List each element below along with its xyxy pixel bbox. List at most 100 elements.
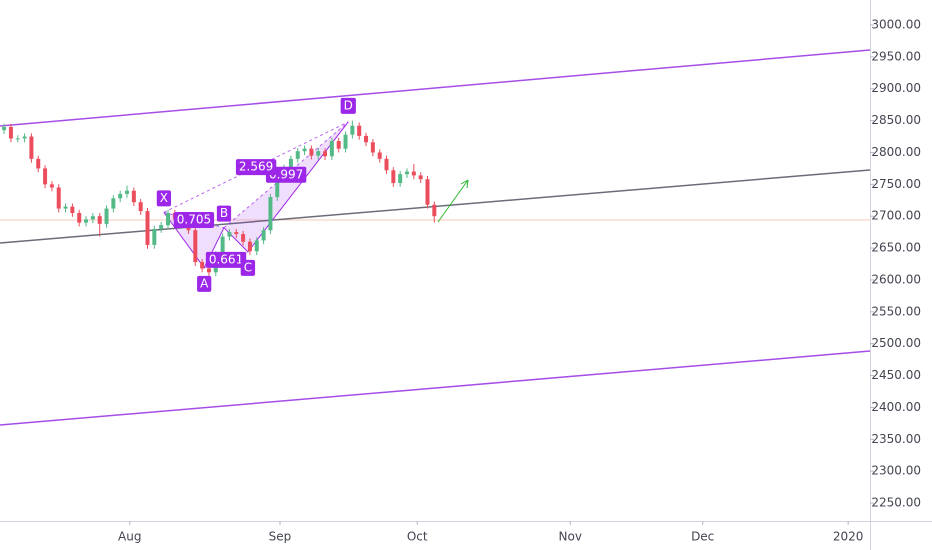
point-label: B [216, 205, 232, 222]
candle-body [329, 140, 334, 157]
candle-body [43, 168, 48, 185]
point-label-text: A [200, 276, 209, 290]
y-tick-label: 2700.00 [871, 209, 921, 223]
candle-body [145, 211, 150, 245]
candle-body [323, 151, 328, 157]
candle-body [84, 219, 89, 223]
y-tick-label: 2950.00 [871, 49, 921, 63]
trend-line [0, 350, 871, 426]
x-tick-label: 2020 [833, 530, 864, 544]
candle-body [377, 152, 382, 159]
candle-body [165, 213, 170, 226]
candle-body [22, 136, 27, 139]
candle-body [391, 170, 396, 184]
point-label-box [156, 190, 172, 207]
candle-body [200, 262, 205, 269]
point-label-box [216, 205, 232, 222]
candle-body [159, 225, 164, 229]
candle-body [384, 158, 389, 171]
candle-body [405, 171, 410, 175]
candle-body [97, 216, 102, 224]
candle-body [336, 140, 341, 149]
candle-body [295, 151, 300, 159]
x-tick-label: Dec [691, 530, 714, 544]
candle-body [104, 208, 109, 224]
y-tick-label: 2500.00 [871, 336, 921, 350]
ratio-label-text: 0.661 [209, 252, 243, 266]
candle-body [90, 216, 95, 220]
point-label-text: D [344, 98, 353, 112]
ratio-label: 0.705 [173, 212, 215, 229]
candle-body [15, 138, 20, 140]
ratio-label-box [173, 212, 215, 229]
candle-body [357, 125, 362, 136]
candle-body [206, 268, 211, 273]
candle-body [56, 187, 61, 209]
point-label-text: X [160, 191, 168, 205]
point-label: D [340, 97, 356, 114]
y-tick-label: 2300.00 [871, 464, 921, 478]
ratio-label: 2.569 [235, 159, 277, 176]
candle-body [111, 198, 116, 209]
y-tick-label: 2450.00 [871, 368, 921, 382]
point-label: A [197, 275, 212, 292]
arrow-head [460, 179, 469, 189]
y-tick-label: 2600.00 [871, 272, 921, 286]
y-tick-label: 2850.00 [871, 113, 921, 127]
y-tick-label: 2550.00 [871, 304, 921, 318]
point-label-box [340, 97, 356, 114]
candle-body [432, 204, 437, 217]
ratio-label: 0.661 [205, 251, 247, 268]
candle-body [138, 202, 143, 212]
candle-body [29, 136, 34, 159]
arrow [437, 179, 469, 223]
candle-body [63, 206, 68, 209]
candle-body [275, 176, 280, 198]
ratio-label-text: 0.705 [177, 213, 211, 227]
ratio-label-box [205, 251, 247, 268]
candle-body [77, 213, 82, 223]
candle-body [370, 142, 375, 153]
candle-body [425, 179, 430, 205]
candle-body [398, 174, 403, 184]
point-label-box [240, 259, 256, 276]
y-tick-label: 2900.00 [871, 81, 921, 95]
candle-body [418, 175, 423, 180]
candle-body [288, 158, 293, 168]
candle-body [268, 197, 273, 231]
y-tick-label: 2250.00 [871, 496, 921, 510]
point-label-text: C [244, 260, 252, 274]
y-tick-label: 2350.00 [871, 432, 921, 446]
candle-body [343, 134, 348, 149]
candle-body [2, 126, 7, 131]
candle-body [36, 158, 41, 169]
candle-body [302, 148, 307, 152]
candle-body [247, 241, 252, 252]
ratio-label-text: 0.997 [269, 167, 303, 181]
candle-body [118, 193, 123, 199]
candle-body [70, 206, 75, 214]
candle-body [241, 234, 246, 242]
point-label: X [156, 190, 172, 207]
candle-body [131, 190, 136, 203]
candle-body [125, 190, 130, 194]
point-label: C [240, 259, 256, 276]
candle-body [234, 232, 239, 235]
candle-body [227, 232, 232, 237]
y-tick-label: 2750.00 [871, 177, 921, 191]
y-tick-label: 2800.00 [871, 145, 921, 159]
candle-body [254, 240, 259, 252]
candle-body [193, 230, 198, 263]
candle-body [316, 151, 321, 156]
trend-line [0, 49, 871, 127]
y-tick-label: 2400.00 [871, 400, 921, 414]
x-tick-label: Oct [407, 530, 428, 544]
candle-body [8, 126, 13, 139]
candle-body [152, 228, 157, 245]
x-tick-label: Sep [269, 530, 292, 544]
candle-body [411, 171, 416, 176]
ratio-label-text: 2.569 [239, 160, 273, 174]
